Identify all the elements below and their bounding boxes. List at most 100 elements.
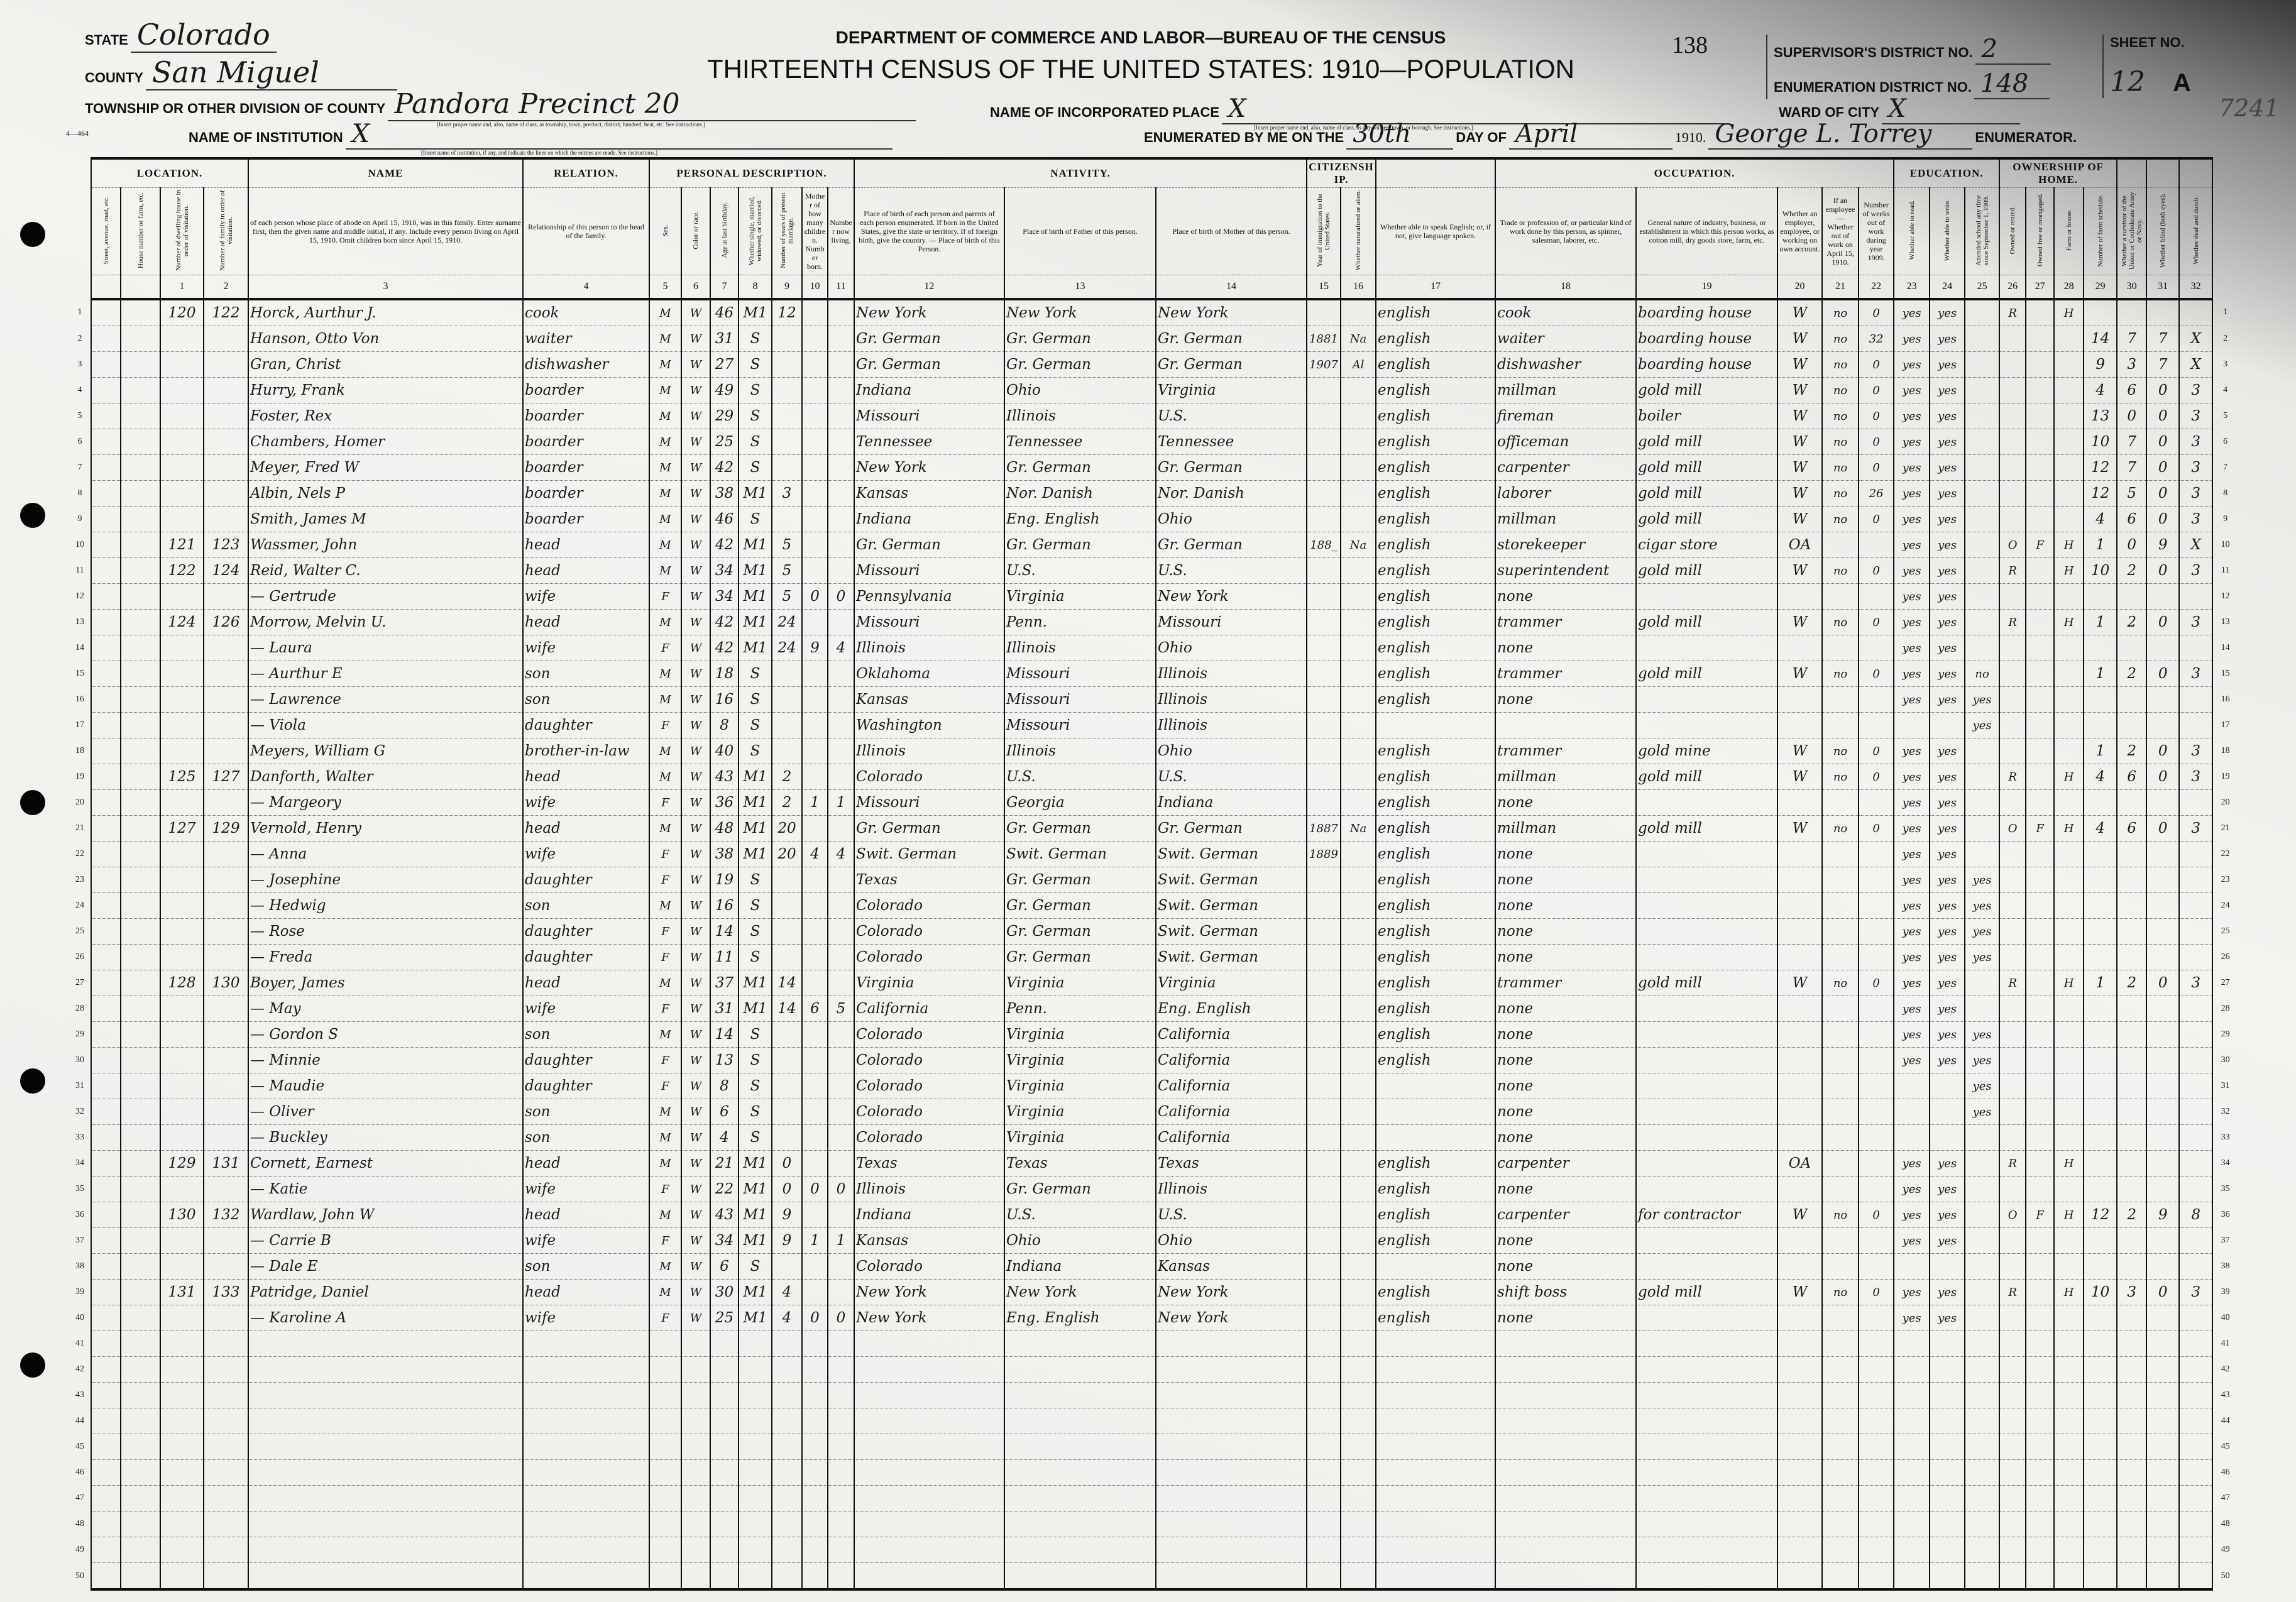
cell-owned_rented [1999, 1253, 2027, 1280]
cell-birthplace [854, 1382, 1005, 1408]
cell-school: yes [1964, 918, 2001, 945]
cell-language: english [1375, 583, 1497, 610]
cell-children_living [827, 1047, 855, 1073]
cell-street [91, 429, 121, 455]
cell-write: yes [1929, 789, 1966, 816]
cell-house [120, 1511, 161, 1537]
cell-school [1964, 532, 2001, 558]
cell-house [120, 532, 161, 558]
cell-read: yes [1893, 1227, 1931, 1254]
cell-immigration_year [1306, 996, 1342, 1022]
cell-birthplace [854, 1537, 1005, 1563]
cell-house [120, 841, 161, 867]
cell-children_born [801, 351, 828, 378]
cell-sex: F [649, 841, 682, 867]
cell-relation [522, 1356, 650, 1383]
cell-farm_house [2053, 996, 2085, 1022]
cell-marital: S [738, 1021, 772, 1048]
cell-house [120, 1434, 161, 1460]
column-number: 13 [1004, 275, 1156, 300]
cell-industry [1635, 712, 1779, 738]
cell-write: yes [1929, 764, 1966, 790]
cell-family [203, 996, 249, 1022]
cell-age: 21 [710, 1150, 739, 1177]
cell-farm_schedule [2083, 712, 2118, 738]
cell-deaf [2178, 1356, 2214, 1383]
cell-children_born [801, 532, 828, 558]
cell-employer [1777, 867, 1823, 893]
cell-veteran: 7 [2116, 454, 2148, 481]
cell-trade: storekeeper [1495, 532, 1637, 558]
cell-father_birthplace [1004, 1356, 1156, 1383]
line-number-right: 40 [2221, 1313, 2230, 1322]
cell-owned_rented: R [1999, 1279, 2027, 1305]
cell-veteran [2116, 1124, 2148, 1151]
cell-children_living [827, 1150, 855, 1177]
line-number: 18 [75, 746, 84, 755]
cell-father_birthplace: Nor. Danish [1004, 480, 1156, 507]
cell-children_born [801, 1099, 828, 1125]
cell-years_married [771, 326, 803, 352]
cell-immigration_year [1306, 1124, 1342, 1151]
cell-farm_house [2053, 918, 2085, 945]
cell-school [1964, 1279, 2001, 1305]
cell-relation: daughter [522, 1073, 650, 1099]
cell-street [91, 1485, 121, 1511]
cell-mother_birthplace: Ohio [1155, 738, 1308, 764]
institution-field: NAME OF INSTITUTION X [Insert name of in… [189, 119, 1100, 156]
cell-family [203, 506, 249, 532]
cell-out_of_work [1821, 996, 1860, 1022]
cell-free_mortgaged [2025, 970, 2055, 996]
cell-house [120, 1356, 161, 1383]
cell-sex: F [649, 918, 682, 945]
cell-name: — Viola [248, 712, 524, 738]
cell-street [91, 815, 121, 842]
cell-birthplace: New York [854, 1305, 1005, 1331]
cell-name: — Buckley [248, 1124, 524, 1151]
cell-farm_house: H [2053, 815, 2085, 842]
cell-farm_house [2053, 841, 2085, 867]
cell-sex: F [649, 1073, 682, 1099]
cell-street [91, 1176, 121, 1202]
cell-deaf [2178, 1330, 2214, 1357]
cell-age: 34 [710, 583, 739, 610]
column-header-children_living: Number now living. [827, 187, 855, 275]
cell-farm_house [2053, 1227, 2085, 1254]
place-label: NAME OF INCORPORATED PLACE [990, 104, 1220, 120]
cell-industry [1635, 1562, 1779, 1591]
state-label: STATE [85, 32, 128, 48]
cell-industry [1635, 918, 1779, 945]
cell-employer [1777, 841, 1823, 867]
cell-industry: gold mill [1635, 454, 1779, 481]
cell-family [203, 1047, 249, 1073]
cell-children_born [801, 1124, 828, 1151]
cell-name [248, 1408, 524, 1434]
cell-name: — Karoline A [248, 1305, 524, 1331]
cell-owned_rented [1999, 918, 2027, 945]
cell-read: yes [1893, 1047, 1931, 1073]
cell-marital: M1 [738, 532, 772, 558]
column-number: 9 [771, 275, 803, 300]
cell-industry [1635, 1537, 1779, 1563]
cell-out_of_work [1821, 1408, 1860, 1434]
cell-trade: carpenter [1495, 454, 1637, 481]
cell-family [203, 918, 249, 945]
cell-veteran [2116, 712, 2148, 738]
line-number-right: 9 [2223, 514, 2228, 524]
cell-father_birthplace: Gr. German [1004, 1176, 1156, 1202]
cell-children_living [827, 1485, 855, 1511]
line-number: 22 [75, 849, 84, 859]
cell-relation [522, 1485, 650, 1511]
line-number-right: 8 [2223, 488, 2228, 498]
cell-mother_birthplace: New York [1155, 1279, 1308, 1305]
cell-write: yes [1929, 1202, 1966, 1228]
cell-house [120, 712, 161, 738]
cell-naturalized [1340, 1073, 1377, 1099]
cell-school [1964, 1537, 2001, 1563]
cell-sex: M [649, 377, 682, 403]
cell-industry [1635, 583, 1779, 610]
cell-race: W [681, 1279, 711, 1305]
cell-farm_house [2053, 661, 2085, 687]
cell-father_birthplace: Texas [1004, 1150, 1156, 1177]
